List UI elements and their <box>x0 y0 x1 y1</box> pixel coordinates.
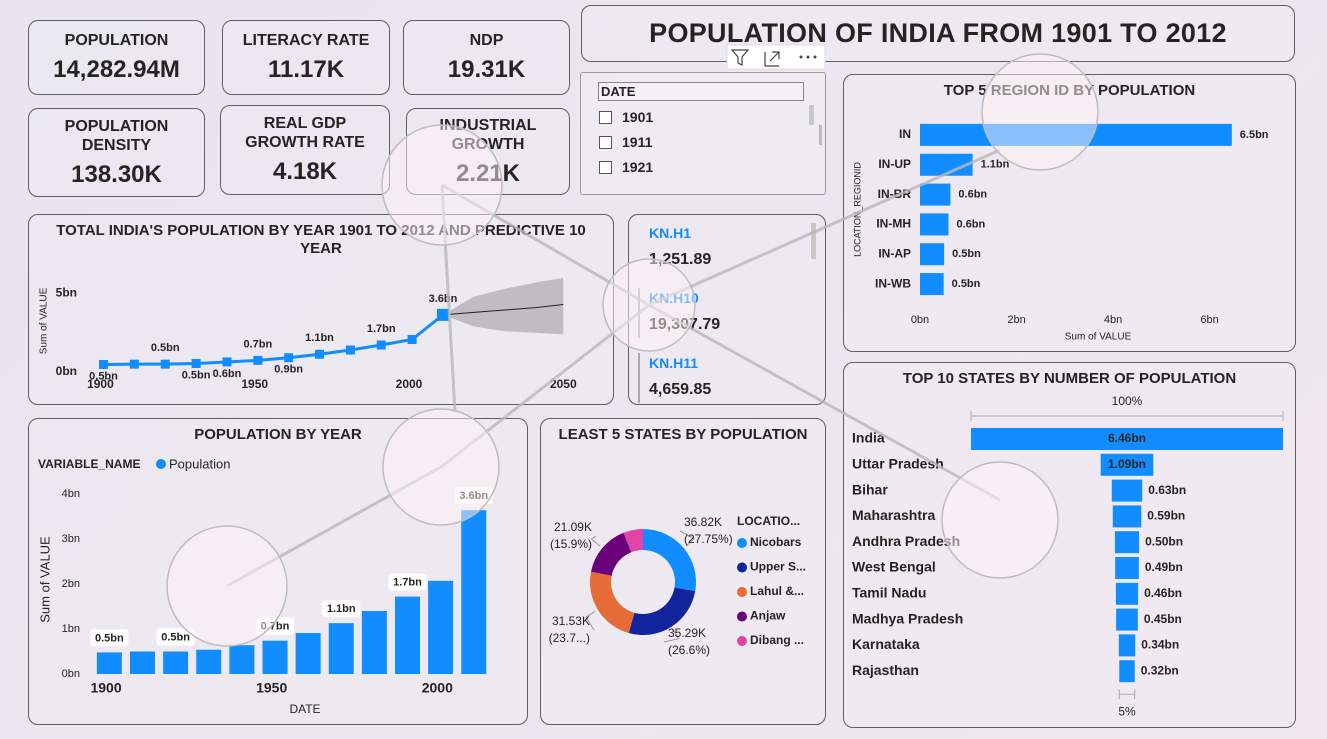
kpi-label: POPULATION <box>64 32 169 49</box>
slicer-item-label: 1911 <box>622 134 653 150</box>
slicer-item[interactable]: 1911 <box>599 134 652 150</box>
scrollbar <box>809 105 814 125</box>
chart-title: TOTAL INDIA'S POPULATION BY YEAR 1901 TO… <box>56 222 586 257</box>
scrollbar <box>811 223 816 259</box>
card-value: 19,307.79 <box>649 316 721 333</box>
kpi-card: POPULATION DENSITY 138.30K <box>28 108 205 197</box>
card-label: KN.H10 <box>649 290 699 306</box>
card-label: KN.H11 <box>649 355 699 371</box>
chart-title: TOP 10 STATES BY NUMBER OF POPULATION <box>902 370 1237 387</box>
checkbox[interactable] <box>599 110 612 124</box>
card-label: KN.H1 <box>649 225 692 241</box>
chart-card: TOP 5 REGION ID BY POPULATION <box>843 74 1296 352</box>
chart-title: LEAST 5 STATES BY POPULATION <box>558 426 808 443</box>
slicer: DATE 1901 1911 1921 <box>580 72 826 195</box>
kpi-label: POPULATION DENSITY <box>64 117 169 154</box>
kpi-card: REAL GDP GROWTH RATE 4.18K <box>220 105 390 195</box>
checkbox[interactable] <box>599 160 612 174</box>
kpi-label: INDUSTRIAL GROWTH <box>439 116 537 153</box>
kpi-value: 19.31K <box>447 56 526 83</box>
kpi-value: 11.17K <box>267 56 345 83</box>
kpi-value: 2.21K <box>455 159 521 187</box>
slicer-item[interactable]: 1901 <box>599 109 653 125</box>
chart-card: POPULATION BY YEAR <box>28 418 528 725</box>
chart-title: POPULATION BY YEAR <box>194 426 362 443</box>
kpi-card: LITERACY RATE 11.17K <box>222 20 390 95</box>
slicer-item[interactable]: 1921 <box>599 159 653 175</box>
card-value: 4,659.85 <box>649 381 712 398</box>
kpi-label: LITERACY RATE <box>242 32 370 49</box>
chart-card: LEAST 5 STATES BY POPULATION <box>540 418 826 725</box>
kpi-value: 14,282.94M <box>53 56 180 83</box>
slicer-header: DATE <box>598 82 804 101</box>
kpi-card: INDUSTRIAL GROWTH 2.21K <box>406 108 570 195</box>
page-title: POPULATION OF INDIA FROM 1901 TO 2012 <box>649 18 1227 48</box>
kpi-value: 138.30K <box>71 160 162 188</box>
slicer-item-label: 1921 <box>622 159 654 175</box>
kpi-card: POPULATION 14,282.94M <box>28 20 205 95</box>
card-divider <box>638 353 640 403</box>
chart-card: TOP 10 STATES BY NUMBER OF POPULATION <box>843 362 1296 728</box>
multi-row-card: KN.H1 1,251.89 KN.H10 19,307.79 KN.H11 4,659.… <box>628 214 826 405</box>
kpi-label: NDP <box>469 32 504 49</box>
chart-card: TOTAL INDIA'S POPULATION BY YEAR 1901 TO… <box>28 214 614 405</box>
slicer-item-label: 1901 <box>622 109 654 125</box>
title-card: POPULATION OF INDIA FROM 1901 TO 2012 <box>581 5 1295 62</box>
card-divider <box>638 288 640 338</box>
chart-title: TOP 5 REGION ID BY POPULATION <box>943 82 1196 99</box>
kpi-value: 4.18K <box>272 158 338 185</box>
card-value: 1,251.89 <box>649 251 712 268</box>
kpi-card: NDP 19.31K <box>403 20 570 95</box>
kpi-label: REAL GDP GROWTH RATE <box>245 115 365 151</box>
checkbox[interactable] <box>599 135 612 149</box>
scrollbar <box>819 125 822 145</box>
